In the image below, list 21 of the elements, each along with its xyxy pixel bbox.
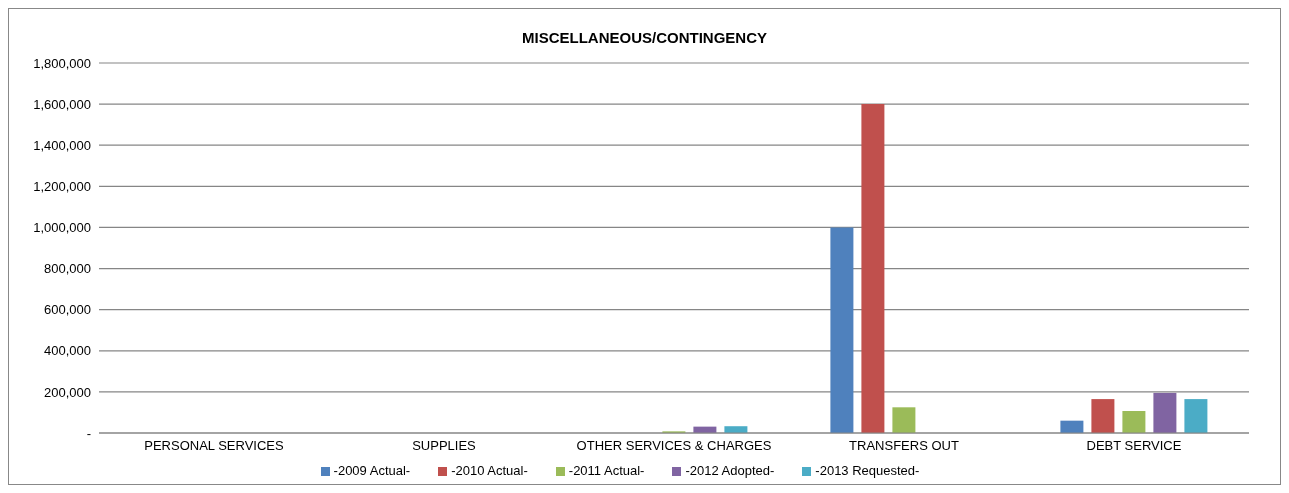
- legend-label: -2010 Actual-: [451, 463, 528, 478]
- legend-label: -2009 Actual-: [333, 463, 411, 478]
- legend-label: -2012 Adopted-: [685, 463, 775, 478]
- x-tick-label: TRANSFERS OUT: [849, 438, 959, 454]
- y-tick-label: 1,200,000: [33, 178, 91, 194]
- y-tick-label: 600,000: [44, 302, 91, 318]
- y-tick-label: 1,400,000: [33, 137, 91, 153]
- y-tick-label: 400,000: [44, 343, 91, 359]
- x-tick-label: PERSONAL SERVICES: [144, 438, 285, 454]
- legend-label: -2013 Requested-: [815, 463, 920, 478]
- y-tick-label: -: [86, 425, 91, 441]
- legend-label: -2011 Actual-: [568, 463, 645, 478]
- y-tick-label: 1,000,000: [33, 220, 91, 236]
- y-tick-label: 1,800,000: [33, 55, 91, 71]
- x-tick-label: OTHER SERVICES & CHARGES: [576, 438, 772, 454]
- chart-title: MISCELLANEOUS/CONTINGENCY: [521, 28, 768, 48]
- x-tick-label: DEBT SERVICE: [1086, 438, 1182, 454]
- y-tick-label: 1,600,000: [33, 96, 91, 112]
- x-tick-label: SUPPLIES: [412, 438, 477, 454]
- y-tick-label: 200,000: [44, 384, 91, 400]
- y-tick-label: 800,000: [44, 261, 91, 277]
